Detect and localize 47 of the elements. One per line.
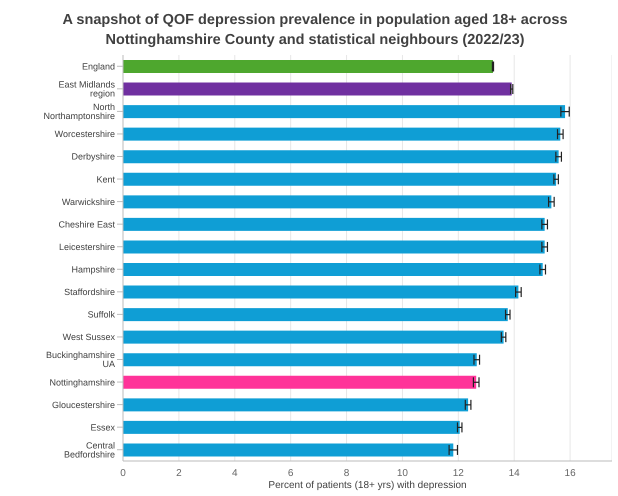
bar — [123, 82, 512, 96]
y-tick-label: Leicestershire — [58, 242, 115, 252]
bar — [123, 195, 552, 208]
bar — [123, 240, 545, 254]
y-tick-label: Gloucestershire — [52, 400, 115, 410]
bar — [123, 353, 477, 366]
y-tick-label: Central Bedfordshire — [64, 440, 115, 460]
x-axis-title: Percent of patients (18+ yrs) with depression — [267, 480, 468, 491]
bar — [123, 308, 508, 322]
y-tick-label: Warwickshire — [62, 196, 115, 207]
bar — [123, 443, 454, 456]
bar — [123, 376, 476, 389]
x-tick-label: 10 — [396, 468, 408, 480]
chart-title: A snapshot of QOF depression prevalence in population aged 18+ across Nottinghamshire County and statistical neighbours (2022/23) — [61, 11, 569, 50]
bar — [123, 263, 543, 276]
bar — [123, 218, 545, 231]
bar — [123, 398, 468, 412]
x-tick-label: 4 — [232, 468, 238, 480]
y-tick-label: Essex — [90, 422, 116, 432]
y-tick-label: West Sussex — [62, 332, 116, 342]
bar — [123, 330, 504, 344]
bar — [123, 128, 560, 141]
y-tick-label: Hampshire — [71, 264, 115, 274]
bar — [123, 172, 556, 186]
y-tick-label: Nottinghamshire — [49, 377, 115, 388]
y-tick-label: Kent — [96, 174, 116, 184]
y-tick-label: Cheshire East — [58, 219, 116, 230]
x-tick-label: 6 — [288, 468, 294, 480]
y-tick-label: Staffordshire — [64, 287, 115, 298]
bar — [123, 420, 460, 434]
y-tick-label: Derbyshire — [71, 152, 115, 162]
y-tick-label: England — [82, 61, 115, 72]
y-tick-label: Suffolk — [88, 310, 116, 320]
x-tick-label: 16 — [564, 468, 576, 480]
bar — [123, 105, 566, 118]
x-tick-label: 14 — [508, 468, 520, 480]
bar — [123, 60, 493, 73]
y-tick-label: North Northamptonshire — [43, 102, 115, 122]
y-tick-label: Worcestershire — [54, 129, 115, 140]
x-tick-label: 12 — [452, 468, 464, 480]
x-tick-label: 0 — [120, 468, 126, 480]
x-tick-label: 8 — [344, 468, 350, 480]
y-tick-label: Buckinghamshire UA — [46, 350, 115, 370]
bar — [123, 286, 518, 299]
y-tick-label: East Midlands region — [58, 80, 116, 99]
x-tick-label: 2 — [176, 468, 182, 480]
bar — [123, 150, 559, 164]
